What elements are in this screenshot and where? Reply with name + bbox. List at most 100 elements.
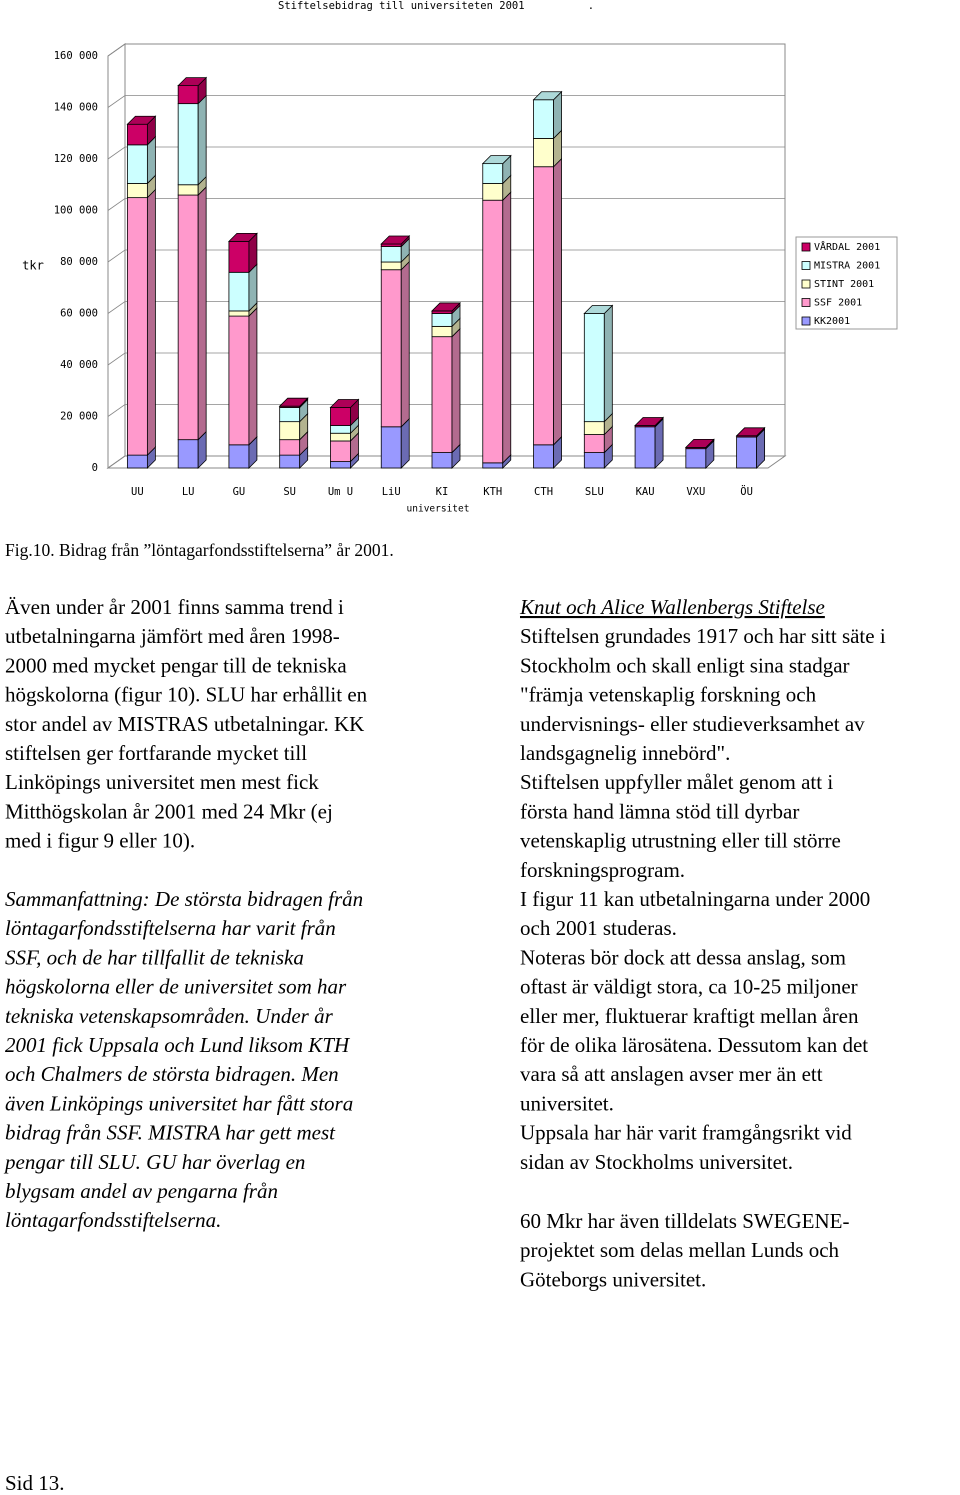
summary-line: Sammanfattning: De största bidragen från xyxy=(5,887,363,911)
bar-segment xyxy=(380,260,410,428)
paragraph-line: landsgagnelig innebörd". xyxy=(520,741,730,765)
summary-line: blygsam andel av pengarna från xyxy=(5,1179,278,1203)
bar-front xyxy=(583,452,605,469)
bar-front xyxy=(279,407,301,423)
footer: Sid 13. xyxy=(5,1471,65,1495)
bar-segment xyxy=(634,417,664,469)
bar-segment xyxy=(279,412,309,441)
bar-front xyxy=(279,421,301,441)
bar-segment xyxy=(736,428,766,469)
x-tick-label: KI xyxy=(436,486,449,498)
paragraph-line: projektet som delas mellan Lunds och xyxy=(520,1238,840,1262)
bar-front xyxy=(482,462,504,469)
bar-front xyxy=(177,194,199,441)
summary-line: tekniska vetenskapsområden. Under år xyxy=(5,1004,334,1028)
paragraph-line: Stockholm och skall enligt sina stadgar xyxy=(520,653,850,677)
bar-top xyxy=(481,155,512,165)
chart: 0 20 000 40 000 60 000 80 000 100 000 120 000 1… xyxy=(54,43,880,498)
bar-front xyxy=(380,246,402,263)
y-tick-label: 80 000 xyxy=(60,256,98,268)
bar-segment xyxy=(126,115,156,146)
bar-front xyxy=(228,444,250,469)
paragraph-line: och 2001 studeras. xyxy=(520,916,677,940)
bar-side xyxy=(146,188,156,457)
paragraph-line: universitet. xyxy=(520,1091,614,1115)
x-tick-label: VXU xyxy=(686,486,705,498)
bar-front xyxy=(482,163,504,184)
bar-top xyxy=(177,77,208,87)
bar-segment xyxy=(177,94,207,186)
legend-label: VÅRDAL 2001 xyxy=(814,240,880,253)
bar-top xyxy=(278,397,309,407)
bar-segment xyxy=(583,443,613,469)
paragraph-line: Även under år 2001 finns samma trend i xyxy=(5,595,344,619)
x-tick-label: CTH xyxy=(534,486,553,498)
bar-segment xyxy=(431,327,461,454)
legend-label: STINT 2001 xyxy=(814,279,874,290)
bar-front xyxy=(177,85,199,105)
x-tick-label: SLU xyxy=(585,486,604,498)
legend-swatch xyxy=(801,261,811,270)
y-tick-label: 120 000 xyxy=(54,153,98,165)
x-tick-label: ÖU xyxy=(740,485,753,498)
bar-side xyxy=(197,186,207,441)
bar-side xyxy=(197,94,207,186)
bar-front xyxy=(583,421,605,435)
bar-front xyxy=(177,439,199,469)
bar-front xyxy=(228,315,250,446)
section-heading: Knut och Alice Wallenbergs Stiftelse xyxy=(519,595,825,619)
chart-title: Stiftelsebidrag till universiteten 2001 … xyxy=(278,0,594,12)
paragraph-line: första hand lämna stöd till dyrbar xyxy=(520,799,799,823)
bar-front xyxy=(330,425,351,434)
bar-side xyxy=(400,417,410,469)
grid-line xyxy=(107,352,785,366)
paragraph-line: stiftelsen ger fortfarande mycket till xyxy=(5,741,307,765)
bar-top xyxy=(380,235,411,245)
paragraph-line: Uppsala har här varit framgångsrikt vid xyxy=(520,1121,852,1145)
x-tick-label: KTH xyxy=(483,486,502,498)
paragraph-line: 60 Mkr har även tilldelats SWEGENE- xyxy=(520,1209,850,1233)
bar-front xyxy=(330,432,351,442)
paragraph-line: Stiftelsen uppfyller målet genom att i xyxy=(520,770,833,794)
bar-top xyxy=(126,115,157,125)
grid-line xyxy=(107,198,785,211)
paragraph-line: Stiftelsen grundades 1917 och har sitt s… xyxy=(520,624,886,648)
grid-line xyxy=(107,455,785,469)
bar-front xyxy=(634,426,656,469)
bar-front xyxy=(431,313,453,327)
bar-segment xyxy=(380,237,410,263)
y-tick-label: 0 xyxy=(92,462,98,474)
bar-segment xyxy=(126,188,156,457)
paragraph-line: forskningsprogram. xyxy=(520,858,685,882)
bar-segment xyxy=(228,232,258,274)
bar-segment xyxy=(279,430,309,457)
y-tick-label: 140 000 xyxy=(54,102,98,114)
bar-side xyxy=(603,304,613,423)
bar-front xyxy=(126,454,148,469)
bar-top xyxy=(431,302,461,312)
bar-front xyxy=(533,137,554,168)
bar-segment xyxy=(177,186,207,441)
bar-front xyxy=(380,261,402,271)
bar-segment xyxy=(533,435,562,469)
summary-line: även Linköpings universitet har fått sto… xyxy=(5,1091,353,1115)
bar-side xyxy=(654,417,664,469)
legend-swatch xyxy=(801,279,811,289)
grid-line xyxy=(107,301,785,314)
paragraph-line: Mitthögskolan år 2001 med 24 Mkr (ej xyxy=(5,799,333,823)
summary-line: SSF, och de har tillfallit de tekniska xyxy=(5,945,304,969)
bar-segment xyxy=(228,263,258,312)
bar-segment xyxy=(126,446,156,469)
bar-side xyxy=(400,260,410,428)
paragraph-line: Göteborgs universitet. xyxy=(520,1267,706,1291)
bar-front xyxy=(177,184,199,196)
bar-front xyxy=(380,426,402,469)
text-body: Även under år 2001 finns samma trend i ut… xyxy=(3,595,886,1291)
x-tick-label: SU xyxy=(283,486,296,498)
bar-front xyxy=(583,434,605,453)
paragraph-line: Linköpings universitet men mest fick xyxy=(5,770,319,794)
paragraph-line: oftast är väldigt stora, ca 10-25 miljon… xyxy=(520,975,858,999)
bar-front xyxy=(685,448,707,469)
